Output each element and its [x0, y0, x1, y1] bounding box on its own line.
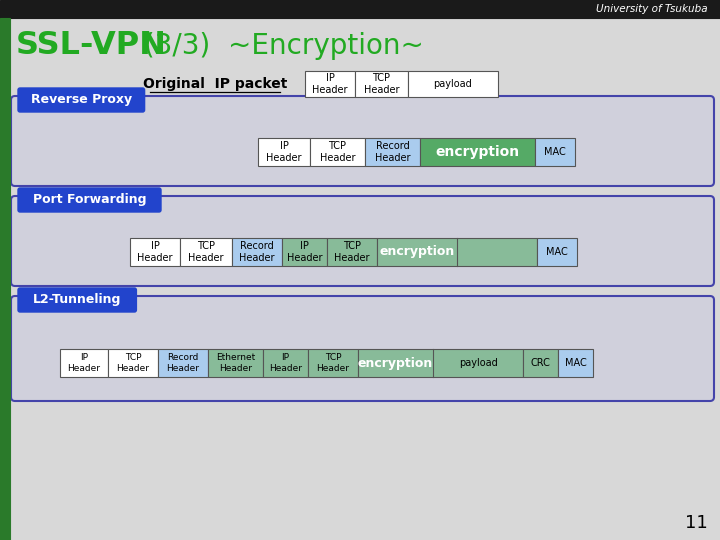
Bar: [282, 238, 327, 266]
Bar: [305, 71, 355, 97]
Bar: [535, 138, 575, 166]
Text: TCP
Header: TCP Header: [188, 241, 224, 263]
Text: SSL-VPN: SSL-VPN: [16, 30, 167, 62]
Text: TCP
Header: TCP Header: [320, 141, 355, 163]
Bar: [158, 349, 208, 377]
Bar: [232, 238, 282, 266]
Text: IP
Header: IP Header: [266, 141, 302, 163]
Text: L2-Tunneling: L2-Tunneling: [33, 294, 122, 307]
Bar: [377, 238, 537, 266]
Bar: [523, 349, 558, 377]
Bar: [130, 238, 180, 266]
Text: TCP
Header: TCP Header: [117, 353, 150, 373]
Bar: [558, 349, 593, 377]
FancyBboxPatch shape: [18, 88, 145, 112]
Text: payload: payload: [433, 79, 472, 89]
FancyBboxPatch shape: [18, 288, 136, 312]
Text: University of Tsukuba: University of Tsukuba: [596, 4, 708, 14]
Text: MAC: MAC: [544, 147, 566, 157]
Bar: [258, 138, 310, 166]
Text: (3/3)  ~Encryption~: (3/3) ~Encryption~: [135, 32, 424, 60]
Bar: [408, 71, 498, 97]
Text: IP
Header: IP Header: [312, 73, 348, 95]
Bar: [358, 349, 523, 377]
Text: IP
Header: IP Header: [269, 353, 302, 373]
Text: IP
Header: IP Header: [138, 241, 173, 263]
Bar: [263, 349, 308, 377]
Bar: [208, 349, 263, 377]
Bar: [420, 138, 535, 166]
Text: 11: 11: [685, 514, 708, 532]
Bar: [308, 349, 358, 377]
Text: Port Forwarding: Port Forwarding: [32, 193, 146, 206]
Text: encryption: encryption: [358, 356, 433, 369]
Text: Reverse Proxy: Reverse Proxy: [31, 93, 132, 106]
Text: payload: payload: [459, 358, 498, 368]
Text: IP
Header: IP Header: [287, 241, 323, 263]
Text: TCP
Header: TCP Header: [334, 241, 370, 263]
Bar: [310, 138, 365, 166]
Text: encryption: encryption: [379, 246, 454, 259]
Bar: [0, 18, 10, 540]
Text: Record
Header: Record Header: [239, 241, 275, 263]
Text: encryption: encryption: [436, 145, 520, 159]
Bar: [327, 238, 377, 266]
Bar: [60, 349, 108, 377]
Text: MAC: MAC: [564, 358, 586, 368]
Text: IP
Header: IP Header: [68, 353, 101, 373]
Text: TCP
Header: TCP Header: [317, 353, 349, 373]
Text: CRC: CRC: [531, 358, 550, 368]
Text: Ethernet
Header: Ethernet Header: [216, 353, 255, 373]
Bar: [0, 0, 720, 18]
Text: MAC: MAC: [546, 247, 568, 257]
Bar: [108, 349, 158, 377]
FancyBboxPatch shape: [11, 296, 714, 401]
Bar: [180, 238, 232, 266]
Bar: [537, 238, 577, 266]
Text: TCP
Header: TCP Header: [364, 73, 400, 95]
Text: Original  IP packet: Original IP packet: [143, 77, 287, 91]
Bar: [365, 138, 420, 166]
FancyBboxPatch shape: [18, 188, 161, 212]
FancyBboxPatch shape: [11, 196, 714, 286]
Text: Record
Header: Record Header: [166, 353, 199, 373]
Text: Record
Header: Record Header: [374, 141, 410, 163]
FancyBboxPatch shape: [11, 96, 714, 186]
Bar: [355, 71, 408, 97]
